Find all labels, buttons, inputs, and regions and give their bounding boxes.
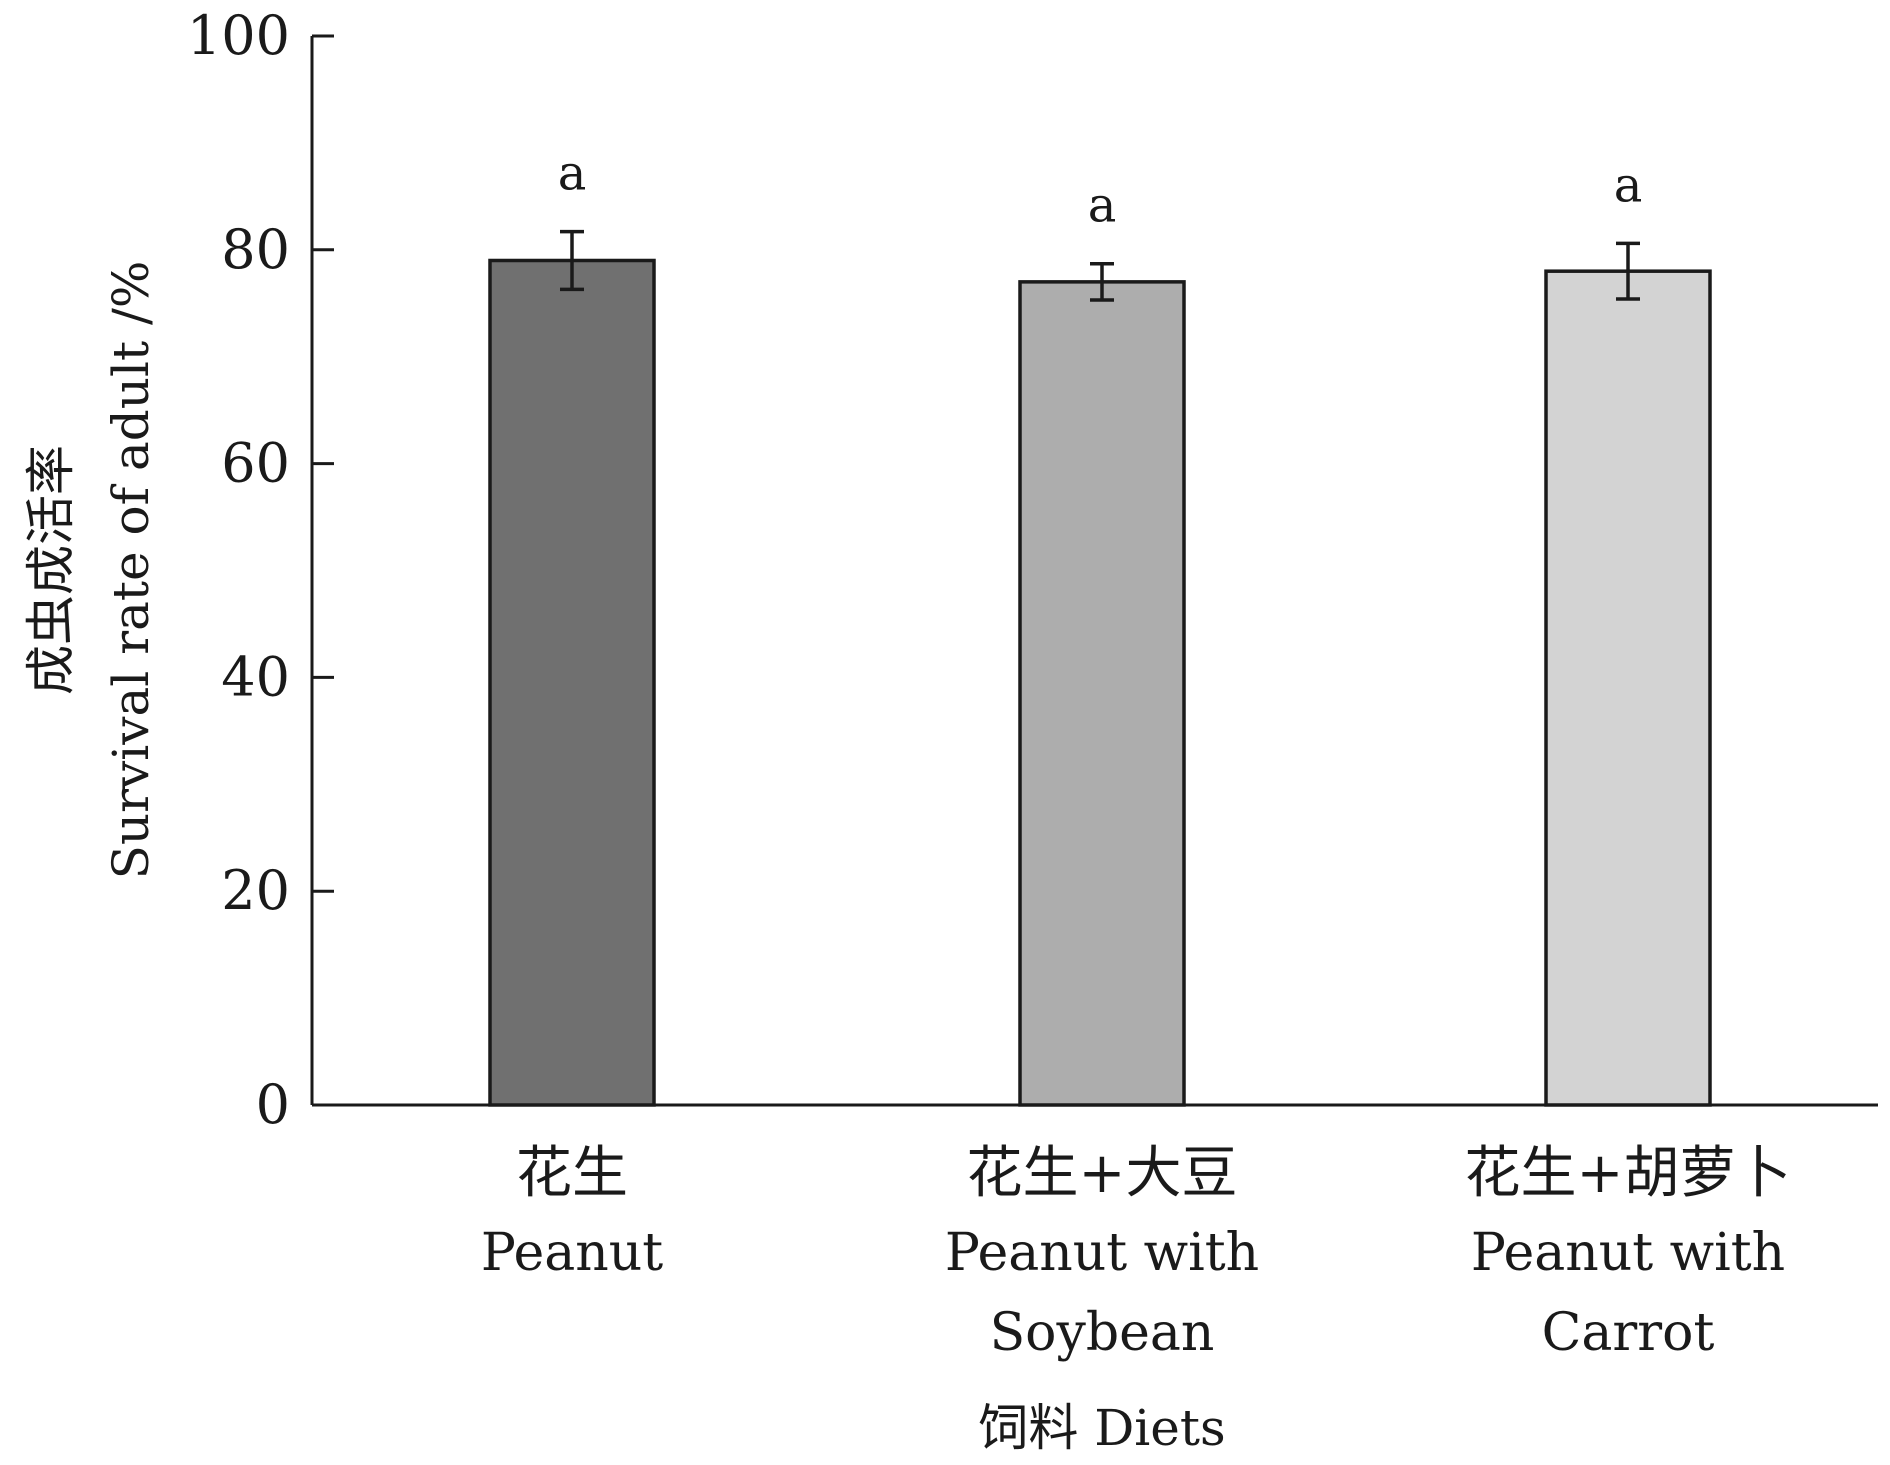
y-axis-ticks: 0 20 40 60 80 100 (187, 4, 334, 1136)
error-bar-2 (1090, 261, 1114, 302)
bar-3 (1544, 269, 1712, 1107)
y-tick-label-20: 20 (221, 859, 290, 922)
bar-2 (1018, 280, 1186, 1107)
x-category-label-en-3-2: Carrot (1542, 1303, 1715, 1363)
error-bar-3 (1616, 241, 1640, 301)
y-axis-title-en: Survival rate of adult /% (102, 261, 160, 880)
bars: aa a (488, 146, 1712, 1107)
x-category-label-cn-1: 花生 (516, 1141, 628, 1206)
y-tick-label-40: 40 (221, 645, 290, 708)
x-category-label-cn-3: 花生+胡萝卜 (1465, 1141, 1792, 1206)
significance-label-3: a (1614, 157, 1643, 213)
y-tick-label-0: 0 (256, 1073, 290, 1136)
x-category-label-en-1-1: Peanut (481, 1223, 663, 1283)
y-tick-label-80: 80 (221, 218, 290, 281)
y-tick-label-60: 60 (221, 432, 290, 495)
x-category-label-en-3-1: Peanut with (1471, 1223, 1785, 1283)
significance-label-1: a (558, 146, 587, 202)
bar-1 (488, 258, 656, 1107)
significance-label-2: a (1088, 178, 1117, 234)
x-axis-title: 饲料 Diets (978, 1399, 1225, 1457)
x-category-label-cn-2: 花生+大豆 (967, 1141, 1238, 1206)
x-category-label-en-2-2: Soybean (990, 1303, 1215, 1363)
x-axis-category-labels: 花生 Peanut 花生+大豆 Peanut with Soybean 花生+胡萝卜 Pea… (481, 1141, 1792, 1363)
error-bar-1 (560, 229, 584, 292)
y-axis-title: 成虫成活率 Survival rate of adult /% (22, 261, 160, 880)
y-axis-title-cn: 成虫成活率 (22, 445, 80, 695)
x-category-label-en-2-1: Peanut with (945, 1223, 1259, 1283)
y-tick-label-100: 100 (187, 4, 290, 67)
